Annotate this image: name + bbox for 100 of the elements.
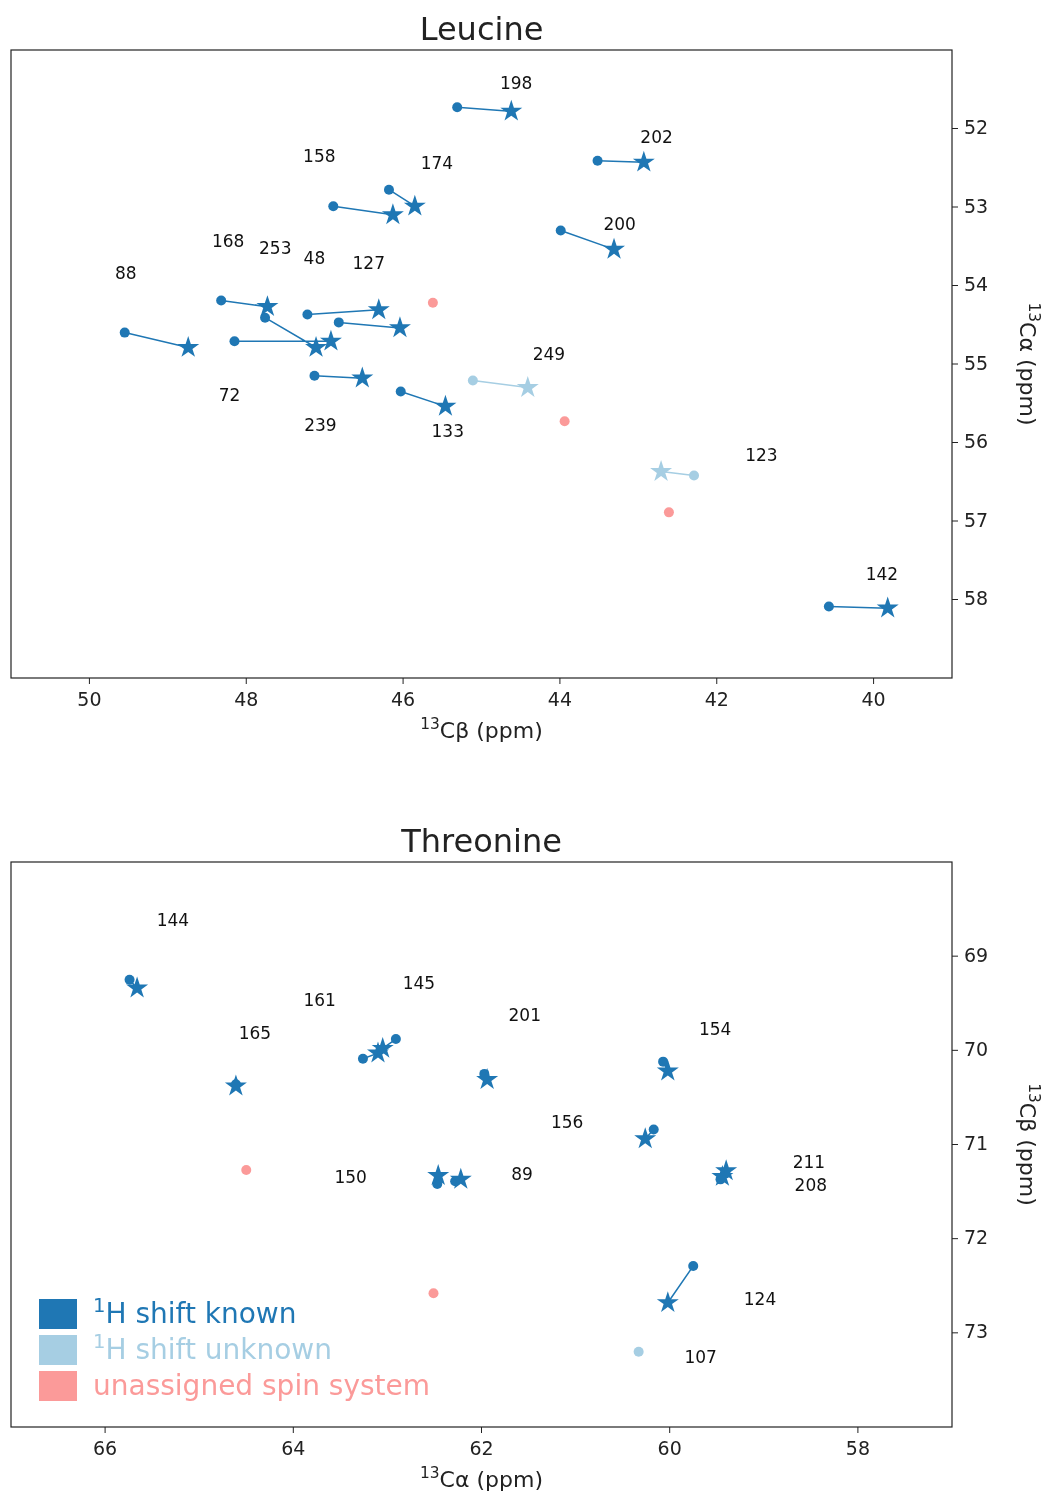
point bbox=[476, 1067, 499, 1089]
point bbox=[428, 1288, 439, 1299]
annotation: 211 bbox=[792, 1152, 826, 1173]
annotation: 123 bbox=[745, 444, 778, 465]
point bbox=[124, 974, 135, 985]
annotation: 200 bbox=[603, 213, 636, 234]
point bbox=[650, 459, 673, 481]
point bbox=[224, 1074, 247, 1096]
annotation: 168 bbox=[211, 231, 245, 252]
point bbox=[559, 416, 570, 427]
annotation: 161 bbox=[303, 990, 336, 1011]
point bbox=[688, 1260, 699, 1271]
point bbox=[663, 507, 674, 518]
x-tick-label: 48 bbox=[234, 688, 259, 710]
y-tick-label: 72 bbox=[964, 1226, 989, 1249]
annotation: 88 bbox=[114, 262, 137, 283]
annotation: 158 bbox=[303, 146, 336, 167]
point bbox=[309, 370, 320, 381]
annotation: 174 bbox=[420, 152, 454, 173]
point bbox=[500, 99, 523, 121]
x-tick-label: 50 bbox=[77, 688, 102, 710]
annotation: 133 bbox=[431, 421, 464, 442]
point bbox=[658, 1056, 669, 1067]
point bbox=[333, 317, 344, 328]
point bbox=[381, 203, 404, 225]
point bbox=[648, 1124, 659, 1135]
point bbox=[305, 335, 328, 357]
point bbox=[427, 297, 438, 308]
point bbox=[383, 184, 394, 195]
point bbox=[328, 201, 339, 212]
point bbox=[351, 366, 374, 388]
point bbox=[516, 375, 539, 397]
annotation: 239 bbox=[304, 414, 337, 435]
annotation: 249 bbox=[532, 343, 566, 364]
annotation: 145 bbox=[402, 973, 436, 994]
x-tick-label: 58 bbox=[845, 1437, 870, 1459]
point bbox=[656, 1059, 679, 1081]
annotation: 253 bbox=[259, 237, 292, 258]
annotation: 89 bbox=[511, 1163, 533, 1184]
annotation: 72 bbox=[218, 385, 241, 406]
point bbox=[260, 312, 271, 323]
legend-label: unassigned spin system bbox=[93, 1369, 431, 1402]
legend-label: $^{1}$H shift unknown bbox=[93, 1329, 333, 1366]
x-tick-label: 40 bbox=[861, 688, 886, 710]
legend-label: $^{1}$H shift known bbox=[93, 1293, 297, 1330]
chart-title: Threonine bbox=[400, 822, 562, 860]
point bbox=[555, 225, 566, 236]
x-tick-label: 62 bbox=[469, 1437, 494, 1459]
y-tick-label: 57 bbox=[964, 508, 989, 531]
chart-title: Leucine bbox=[419, 10, 544, 48]
y-tick-label: 52 bbox=[964, 116, 989, 138]
x-tick-label: 64 bbox=[281, 1437, 306, 1459]
y-tick-label: 53 bbox=[964, 194, 989, 217]
annotation: 127 bbox=[352, 253, 386, 274]
x-tick-label: 66 bbox=[93, 1437, 118, 1459]
x-axis-title: $^{13}$Cβ (ppm) bbox=[420, 715, 543, 743]
x-tick-label: 60 bbox=[657, 1437, 682, 1459]
point bbox=[632, 150, 655, 172]
point bbox=[390, 1034, 401, 1045]
point bbox=[633, 1346, 644, 1357]
x-tick-label: 42 bbox=[704, 688, 729, 710]
annotation: 165 bbox=[238, 1023, 272, 1044]
x-axis-title: $^{13}$Cα (ppm) bbox=[420, 1464, 543, 1492]
point bbox=[427, 1164, 450, 1185]
point bbox=[119, 327, 130, 338]
point bbox=[388, 316, 411, 338]
point bbox=[302, 309, 313, 320]
point bbox=[603, 237, 626, 259]
annotation: 154 bbox=[698, 1018, 732, 1039]
point bbox=[367, 298, 390, 320]
point bbox=[634, 1127, 657, 1149]
annotation: 202 bbox=[640, 126, 673, 147]
y-tick-label: 54 bbox=[964, 273, 989, 295]
point bbox=[823, 601, 834, 612]
x-tick-label: 44 bbox=[547, 688, 573, 710]
annotation: 48 bbox=[303, 247, 326, 268]
y-tick-label: 69 bbox=[964, 943, 989, 966]
annotation: 142 bbox=[865, 563, 899, 584]
point bbox=[467, 375, 478, 386]
point bbox=[592, 155, 603, 166]
point bbox=[357, 1053, 368, 1064]
point bbox=[656, 1291, 679, 1313]
point bbox=[256, 295, 279, 317]
point bbox=[216, 295, 227, 306]
annotation: 156 bbox=[550, 1111, 584, 1132]
y-tick-label: 71 bbox=[964, 1132, 989, 1154]
point bbox=[371, 1036, 394, 1058]
annotation: 198 bbox=[499, 73, 533, 94]
point bbox=[229, 336, 240, 347]
y-tick-label: 55 bbox=[964, 351, 989, 374]
point bbox=[126, 976, 149, 998]
annotation: 150 bbox=[334, 1167, 367, 1188]
y-tick-label: 58 bbox=[964, 587, 989, 609]
point bbox=[403, 194, 426, 216]
annotation: 107 bbox=[684, 1346, 717, 1367]
point bbox=[319, 329, 342, 351]
y-tick-label: 73 bbox=[964, 1320, 989, 1343]
point bbox=[689, 470, 700, 481]
point bbox=[241, 1164, 252, 1175]
point bbox=[711, 1164, 734, 1186]
